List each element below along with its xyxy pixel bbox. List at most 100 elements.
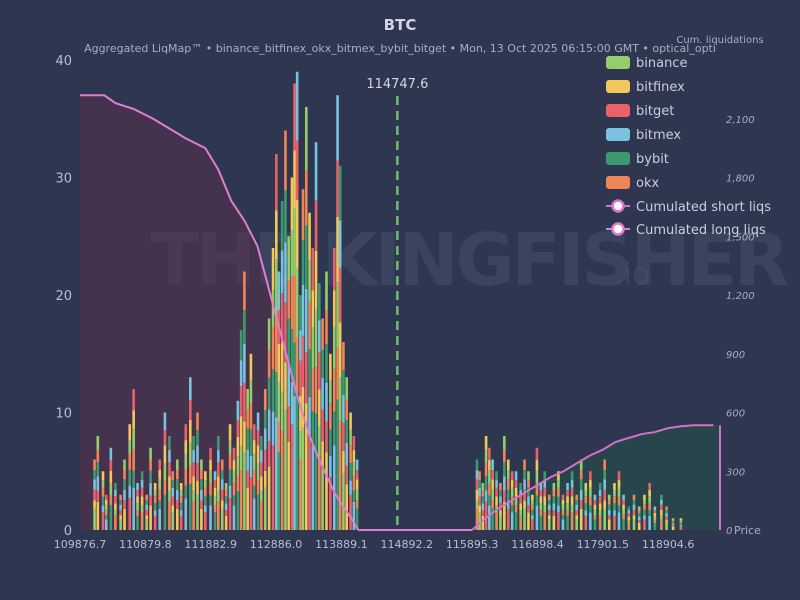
bar-segment-bitmex [93,479,96,490]
bar-segment-bitmex [613,510,616,516]
cum-short-line [471,424,714,531]
bar-segment-binance [287,236,290,281]
bar-segment-bitfinex [295,200,299,269]
bar-segment-okx [158,489,161,501]
y-tick-label: 0 [64,524,72,539]
bar-segment-bybit [260,436,263,451]
bar-segment-okx [575,494,578,501]
bar-segment-bitmex [481,503,485,511]
bar-segment-okx [153,496,157,504]
bar-segment-bitfinex [481,515,485,530]
y-tick-label: 40 [55,54,72,69]
bar-segment-bitmex [239,360,243,387]
bar-segment-okx [548,494,551,501]
bar-segment-bybit [295,392,299,530]
bar-segment-bitmex [284,242,287,303]
bar-segment-binance [478,512,481,530]
bar-segment-bybit [543,471,547,481]
bar-segment-binance [304,107,308,171]
bar-segment-bitget [488,447,491,461]
bar-segment-bitmex [275,417,278,530]
bar-segment-bitmex [622,494,625,501]
bar-segment-bybit [333,411,336,446]
bar-segment-bitget [603,489,606,501]
bar-segment-bybit [204,496,207,506]
bar-segment-bitget [531,519,534,530]
bar-segment-okx [277,421,281,453]
legend-label-bitmex: bitmex [636,128,681,143]
bar-segment-binance [598,510,602,516]
bar-segment-bitfinex [290,177,294,231]
bar-segment-bitmex [149,483,152,496]
bar-segment-okx [321,318,324,351]
bar-segment-binance [256,463,260,481]
bar-segment-okx [566,510,569,516]
bar-segment-bitget [333,248,336,291]
bar-segment-bitget [589,471,592,481]
bar-segment-binance [338,377,342,421]
bar-segment-bitfinex [510,480,514,488]
bar-segment-okx [184,469,188,486]
bar-segment-okx [503,450,506,463]
bar-segment-binance [570,505,574,513]
bar-segment-bybit [495,471,498,481]
bar-segment-bybit [579,479,583,490]
bar-segment-bitget [263,449,267,471]
bar-segment-binance [543,505,547,513]
bar-segment-bitmex [175,489,179,501]
bar-segment-bybit [299,295,302,331]
bar-segment-binance [603,508,606,530]
bar-segment-bitget [349,494,352,530]
bar-segment-binance [491,489,494,501]
bar-segment-bitfinex [213,487,217,497]
x-tick-label: 113889.1 [315,538,368,551]
bar-segment-bitmex [519,490,522,497]
bar-segment-bitfinex [114,503,117,511]
bar-segment-okx [499,483,502,491]
bar-segment-bitmex [209,505,212,530]
bar-segment-bybit [488,495,491,506]
bar-segment-bitmex [607,509,611,516]
bar-segment-bybit [252,485,256,499]
bar-segment-bitget [220,489,224,501]
bar-segment-bybit [491,508,494,530]
bar-segment-bybit [665,510,668,514]
bar-segment-okx [249,403,253,430]
bar-segment-bitfinex [671,526,675,530]
bar-segment-okx [349,445,352,464]
bar-segment-bitfinex [523,500,526,509]
bar-segment-binance [627,520,631,523]
bar-segment-bitget [301,335,305,387]
bar-segment-bybit [570,471,574,481]
y2-tick-label: 600 [726,409,745,420]
bar-segment-binance [589,487,592,497]
bar-segment-okx [336,347,339,400]
bar-segment-bitfinex [189,420,192,443]
bar-segment-bitfinex [175,508,179,530]
bar-segment-binance [539,503,543,511]
bar-segment-bitfinex [665,520,668,523]
bar-segment-okx [308,301,311,350]
bar-segment-bitfinex [196,480,199,495]
bar-segment-bybit [603,470,606,480]
bar-segment-binance [267,318,271,351]
bar-segment-bitfinex [308,212,311,261]
bar-segment-okx [660,519,663,530]
bar-segment-bitfinex [163,445,167,464]
bar-segment-okx [593,515,597,520]
bar-segment-bitmex [153,510,157,516]
bar-segment-okx [243,271,246,311]
legend: binance bitfinex bitget bitmex bybit okx Cumul… [606,56,771,238]
bar-segment-bitget [119,509,122,516]
bar-segment-binance [329,380,332,404]
bar-segment-bitget [523,489,526,501]
bar-segment-binance [336,282,339,348]
bar-segment-bitget [475,479,479,490]
bar-segment-bitmex [527,496,530,506]
bar-segment-bitget [539,490,543,497]
bar-segment-binance [488,470,491,484]
bar-segment-bitget [109,460,113,471]
y2-tick-label: 1,500 [726,232,755,243]
y2-tick-label: 0 [726,526,732,537]
